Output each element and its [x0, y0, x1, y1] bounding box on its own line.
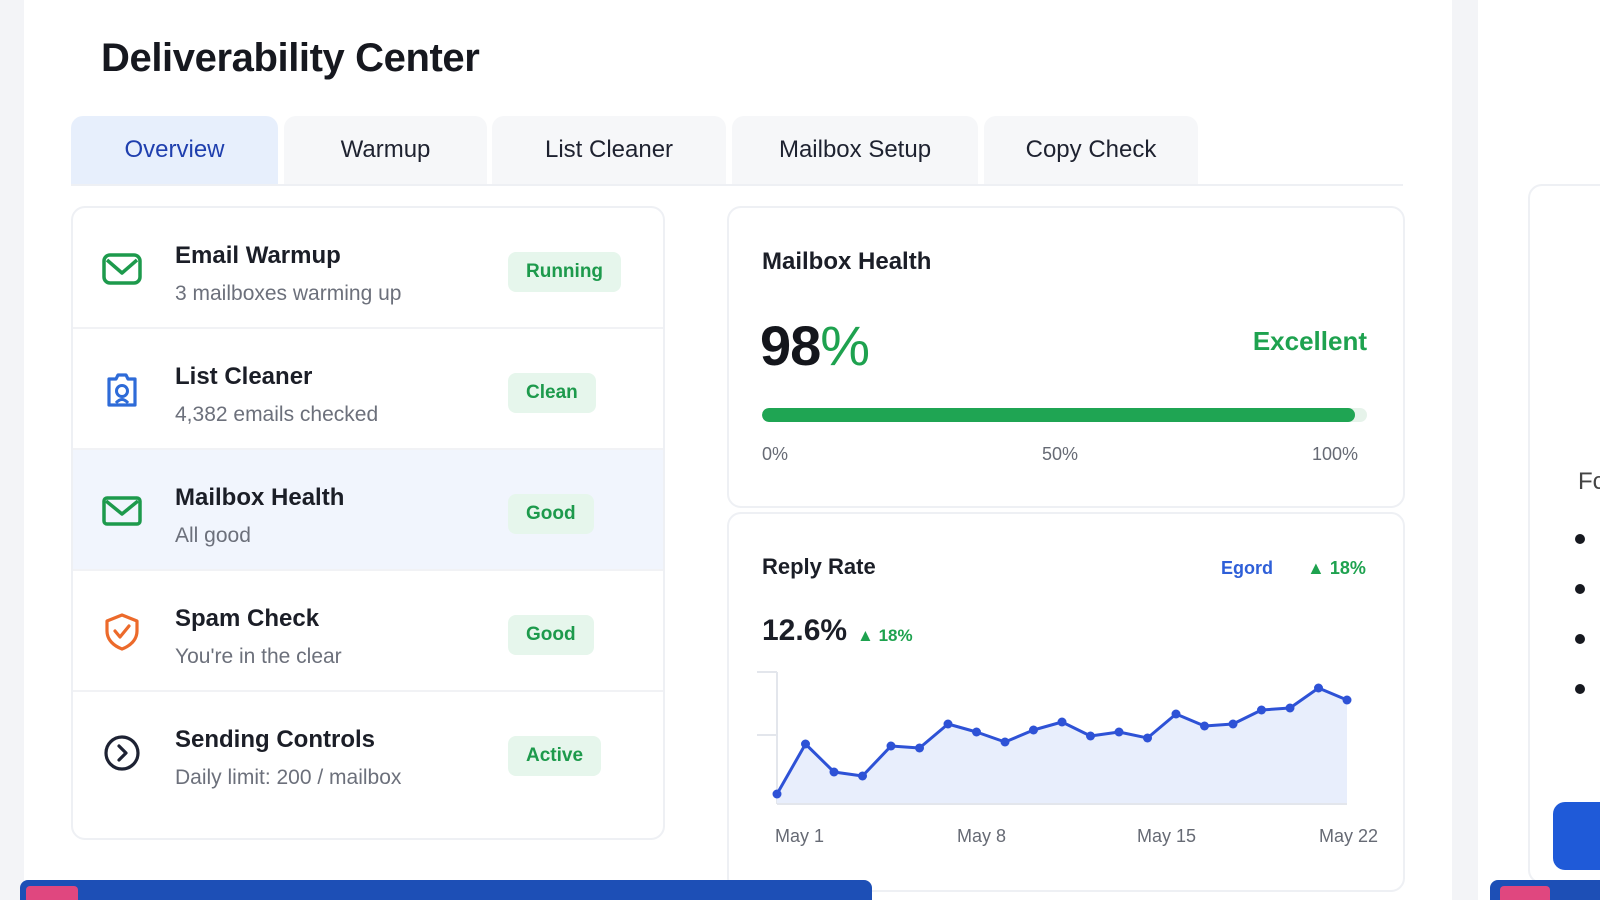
- chart-point: [801, 739, 810, 749]
- item-subtitle: 4,382 emails checked: [175, 403, 379, 426]
- status-badge: Active: [508, 736, 602, 776]
- chart-point: [1200, 721, 1209, 731]
- item-subtitle: Daily limit: 200 / mailbox: [175, 766, 402, 789]
- status-badge: Good: [508, 494, 594, 534]
- list-cleaner-icon: [101, 369, 143, 411]
- mailbox-health-status: Excellent: [1252, 326, 1367, 356]
- progress-tick-mid: 50%: [1042, 444, 1079, 464]
- side-panel-card: [1528, 184, 1600, 884]
- status-badge: Running: [508, 252, 622, 292]
- side-bullet: [1575, 534, 1585, 544]
- side-panel-button[interactable]: [1553, 802, 1600, 870]
- chart-point: [1285, 703, 1295, 713]
- list-item-spam-check[interactable]: Spam Check You're in the clear Good: [73, 571, 663, 692]
- reply-rate-chart: May 1 May 8 May 15 May 22: [757, 671, 1378, 846]
- item-title: List Cleaner: [175, 363, 313, 390]
- chart-point: [858, 771, 867, 781]
- legend-delta-value: 18%: [1329, 558, 1366, 578]
- chart-point: [772, 789, 782, 799]
- page-title: Deliverability Center: [101, 36, 480, 80]
- reply-rate-card: Reply Rate Egord ▲ 18% 12.6% ▲ 18% May 1…: [727, 512, 1405, 892]
- progress-tick-min: 0%: [762, 444, 789, 464]
- side-panel-text: Fc: [1578, 468, 1600, 495]
- item-subtitle: All good: [175, 524, 251, 547]
- tab-copy-check[interactable]: Copy Check: [984, 116, 1198, 184]
- item-title: Sending Controls: [175, 726, 375, 753]
- tab-bar: Overview Warmup List Cleaner Mailbox Set…: [71, 116, 1403, 186]
- tab-overview[interactable]: Overview: [71, 116, 278, 184]
- side-bullet: [1575, 634, 1585, 644]
- chart-x-tick-label: May 15: [1137, 826, 1196, 846]
- bottom-banner-right[interactable]: [1490, 880, 1600, 900]
- chart-legend-label[interactable]: Egord: [1221, 558, 1273, 578]
- chart-point: [1000, 737, 1010, 747]
- tab-mailbox-setup[interactable]: Mailbox Setup: [732, 116, 978, 184]
- chart-x-tick-label: May 22: [1319, 826, 1378, 846]
- chart-point: [1228, 719, 1238, 729]
- side-panel: Fc: [1478, 0, 1600, 900]
- chart-point: [972, 727, 981, 737]
- envelope-icon: [101, 248, 143, 290]
- chart-point: [1086, 731, 1095, 741]
- item-title: Email Warmup: [175, 242, 341, 269]
- chart-point: [886, 741, 896, 751]
- health-progress-bar: [762, 408, 1367, 422]
- gauge-icon: [101, 732, 143, 774]
- item-title: Mailbox Health: [175, 484, 345, 511]
- chart-point: [943, 719, 953, 729]
- list-item-sending-controls[interactable]: Sending Controls Daily limit: 200 / mail…: [73, 692, 663, 813]
- mailbox-health-value: 98%: [760, 313, 870, 378]
- tab-warmup[interactable]: Warmup: [284, 116, 487, 184]
- reply-delta-value: 18%: [878, 626, 913, 645]
- status-badge: Clean: [508, 373, 596, 413]
- item-title: Spam Check: [175, 605, 320, 632]
- side-bullet: [1575, 584, 1585, 594]
- chart-point: [1114, 727, 1124, 737]
- shield-check-icon: [101, 611, 143, 653]
- reply-rate-value: 12.6%: [762, 614, 848, 647]
- chart-point: [1029, 725, 1038, 735]
- chart-point: [1342, 695, 1352, 705]
- chart-point: [1171, 709, 1181, 719]
- bottom-banner-right-accent: [1500, 886, 1550, 900]
- chart-area-fill: [777, 688, 1347, 804]
- bottom-banner-accent: [26, 886, 78, 900]
- side-bullet: [1575, 684, 1585, 694]
- item-subtitle: You're in the clear: [175, 645, 342, 668]
- chart-legend-delta: ▲ 18%: [1307, 558, 1366, 578]
- health-number: 98: [760, 314, 821, 377]
- chart-x-tick-label: May 8: [957, 826, 1006, 846]
- chart-point: [1143, 733, 1152, 743]
- reply-rate-delta: ▲ 18%: [857, 626, 913, 645]
- reply-rate-label: Reply Rate: [762, 554, 876, 579]
- health-unit: %: [820, 314, 870, 377]
- tab-list-cleaner[interactable]: List Cleaner: [492, 116, 726, 184]
- status-badge: Good: [508, 615, 594, 655]
- chart-point: [915, 743, 924, 753]
- chart-point: [829, 767, 839, 777]
- chart-point: [1257, 705, 1266, 715]
- list-item-mailbox-health[interactable]: Mailbox Health All good Good: [73, 450, 663, 571]
- mailbox-health-label: Mailbox Health: [762, 248, 932, 275]
- mailbox-icon: [101, 490, 143, 532]
- mailbox-health-card: Mailbox Health 98% Excellent 0% 50% 100%: [727, 206, 1405, 508]
- list-item-email-warmup[interactable]: Email Warmup 3 mailboxes warming up Runn…: [73, 208, 663, 329]
- progress-tick-max: 100%: [1312, 444, 1359, 464]
- chart-point: [1314, 683, 1323, 693]
- bottom-banner[interactable]: [20, 880, 872, 900]
- list-item-list-cleaner[interactable]: List Cleaner 4,382 emails checked Clean: [73, 329, 663, 450]
- health-progress-fill: [762, 408, 1355, 422]
- item-subtitle: 3 mailboxes warming up: [175, 282, 402, 305]
- chart-x-tick-label: May 1: [775, 826, 824, 846]
- feature-list-card: Email Warmup 3 mailboxes warming up Runn…: [71, 206, 665, 840]
- chart-point: [1057, 717, 1067, 727]
